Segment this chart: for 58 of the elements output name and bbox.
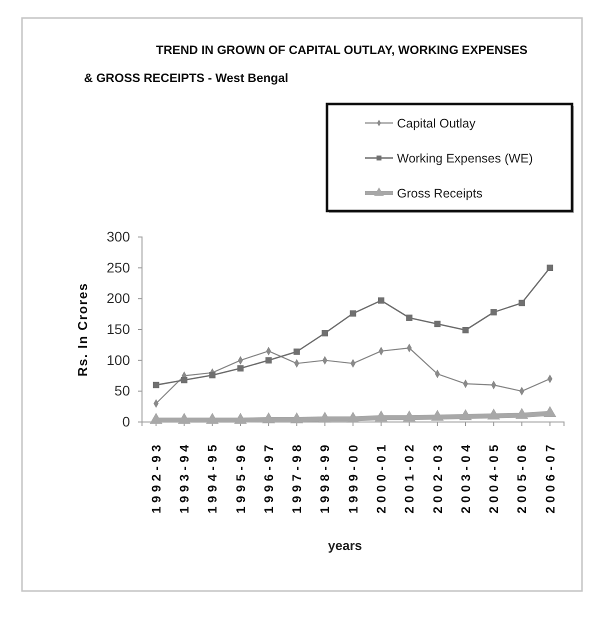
x-tick-label: 2004-05 (487, 441, 502, 514)
point (490, 309, 497, 316)
x-axis-title: years (328, 538, 362, 553)
y-tick-label: 200 (106, 290, 130, 306)
point (544, 406, 556, 418)
point (152, 382, 160, 388)
point (459, 409, 472, 420)
point (378, 297, 384, 304)
x-tick-label: 1998-99 (318, 441, 332, 514)
point (234, 412, 247, 424)
y-tick-label: 50 (114, 382, 130, 399)
x-tick-label: 2006-07 (543, 441, 558, 514)
point (322, 330, 328, 336)
chart-title: TREND IN GROWN OF CAPITAL OUTLAY, WORKING EXPENSES & GROSS RECEIPTS - West Bengal (84, 43, 528, 85)
point (237, 365, 244, 372)
x-tick-label: 1999-00 (346, 441, 360, 514)
point (402, 410, 416, 422)
point (546, 264, 554, 271)
x-tick-label: 2005-06 (515, 441, 530, 514)
point (431, 410, 444, 421)
point (206, 412, 219, 424)
x-tick-label: 2002-03 (430, 441, 445, 514)
point (406, 314, 412, 321)
point (515, 408, 528, 419)
x-tick-label: 1995-96 (234, 441, 248, 514)
point (265, 357, 272, 364)
point (290, 412, 304, 424)
point (434, 320, 441, 328)
x-tick-label: 1996-97 (262, 441, 276, 514)
legend-label: Gross Receipts (397, 186, 482, 200)
point (346, 412, 360, 423)
point (518, 300, 525, 306)
legend-label: Working Expenses (WE) (397, 151, 533, 166)
x-tick-label: 2000-01 (374, 441, 389, 514)
y-tick-label: 0 (122, 413, 130, 430)
point (181, 376, 188, 384)
point (178, 412, 191, 424)
point (262, 412, 275, 424)
point (318, 412, 332, 423)
point (374, 410, 388, 422)
x-tick-label: 1994-95 (206, 441, 220, 514)
point (350, 310, 356, 317)
point (150, 412, 162, 424)
y-tick-label: 100 (106, 352, 130, 368)
x-tick-label: 1992-93 (149, 441, 164, 514)
point (487, 408, 500, 420)
y-tick-label: 300 (106, 228, 130, 244)
y-tick-label: 250 (106, 259, 130, 276)
point (462, 326, 469, 334)
x-tick-label: 2003-04 (458, 441, 473, 514)
x-tick-label: 2001-02 (402, 441, 417, 514)
legend-label: Capital Outlay (397, 116, 476, 130)
point (294, 348, 300, 355)
y-axis-title: Rs. In Crores (75, 282, 90, 376)
x-tick-label: 1997-98 (290, 441, 304, 514)
y-tick-label: 150 (106, 320, 130, 337)
point (209, 372, 216, 378)
x-tick-label: 1993-94 (178, 441, 192, 514)
